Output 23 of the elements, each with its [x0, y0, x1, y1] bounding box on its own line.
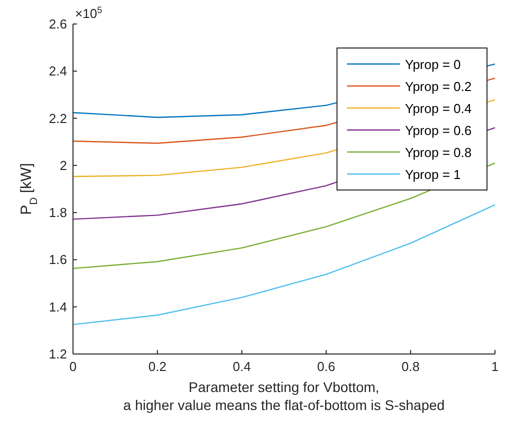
x-tick-label: 0.8: [402, 359, 420, 374]
y-tick-label: 2.6: [48, 16, 67, 32]
legend-label: Yprop = 1: [405, 167, 461, 182]
x-tick-label: 0.4: [232, 359, 251, 374]
legend-label: Yprop = 0.8: [405, 145, 472, 160]
y-tick-label: 1.6: [48, 252, 67, 268]
y-tick-label: 2.2: [48, 110, 67, 126]
y-tick-label: 2: [60, 158, 67, 173]
legend-label: Yprop = 0.2: [405, 79, 472, 94]
x-tick-label: 0.2: [148, 359, 166, 374]
x-tick-label: 1: [491, 359, 499, 374]
legend-label: Yprop = 0.6: [405, 123, 472, 138]
y-tick-label: 1.2: [48, 346, 67, 362]
text: ×10$^{5}$: [75, 5, 102, 21]
x-tick-label: 0: [69, 359, 77, 374]
x-tick-label: 0.6: [317, 359, 336, 374]
x-axis-title: Parameter setting for Vbottom, a higher value means the flat-of-bottom is S-shaped: [123, 379, 445, 413]
y-tick-label: 1.8: [48, 205, 67, 220]
y-tick-label: 1.4: [48, 299, 67, 314]
legend-label: Yprop = 0.4: [405, 101, 472, 116]
y-tick-label: 2.4: [48, 64, 67, 79]
line-series: [72, 204, 496, 326]
legend-label: Yprop = 0: [405, 57, 461, 72]
